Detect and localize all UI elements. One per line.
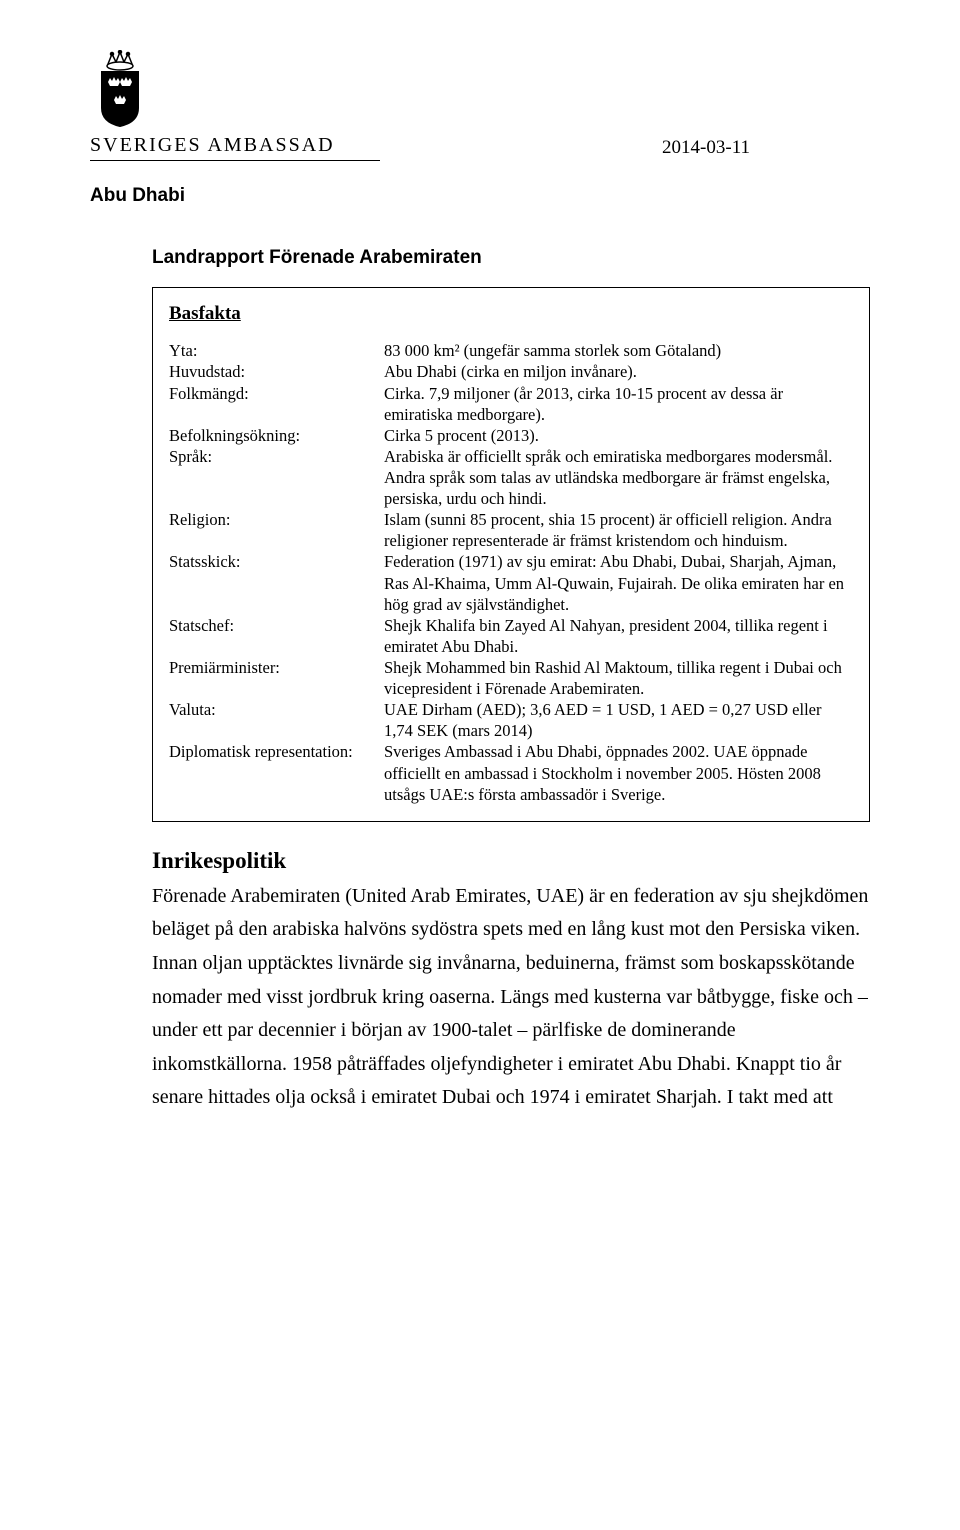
fact-label: Huvudstad: (169, 361, 384, 382)
fact-box: Basfakta Yta:83 000 km² (ungefär samma s… (152, 287, 870, 822)
fact-label: Statschef: (169, 615, 384, 657)
fact-row: Statschef:Shejk Khalifa bin Zayed Al Nah… (169, 615, 853, 657)
fact-label: Diplomatisk representation: (169, 741, 384, 804)
fact-row: Valuta:UAE Dirham (AED); 3,6 AED = 1 USD… (169, 699, 853, 741)
fact-value: Abu Dhabi (cirka en miljon invånare). (384, 361, 853, 382)
logo-block: SVERIGES AMBASSAD (90, 50, 380, 161)
fact-row: Befolkningsökning:Cirka 5 procent (2013)… (169, 425, 853, 446)
fact-row: Premiärminister:Shejk Mohammed bin Rashi… (169, 657, 853, 699)
section-body: Förenade Arabemiraten (United Arab Emira… (152, 880, 870, 1115)
fact-box-title: Basfakta (169, 302, 853, 326)
location-label: Abu Dhabi (90, 185, 870, 207)
fact-row: Yta:83 000 km² (ungefär samma storlek so… (169, 340, 853, 361)
fact-value: 83 000 km² (ungefär samma storlek som Gö… (384, 340, 853, 361)
fact-label: Folkmängd: (169, 383, 384, 425)
fact-value: Sveriges Ambassad i Abu Dhabi, öppnades … (384, 741, 853, 804)
fact-rows-container: Yta:83 000 km² (ungefär samma storlek so… (169, 340, 853, 804)
fact-value: Federation (1971) av sju emirat: Abu Dha… (384, 551, 853, 614)
fact-value: Islam (sunni 85 procent, shia 15 procent… (384, 509, 853, 551)
fact-label: Språk: (169, 446, 384, 509)
fact-label: Premiärminister: (169, 657, 384, 699)
fact-value: Arabiska är officiellt språk och emirati… (384, 446, 853, 509)
org-name: SVERIGES AMBASSAD (90, 134, 380, 161)
fact-label: Yta: (169, 340, 384, 361)
fact-label: Valuta: (169, 699, 384, 741)
document-page: SVERIGES AMBASSAD 2014-03-11 Abu Dhabi L… (0, 0, 960, 1155)
report-title: Landrapport Förenade Arabemiraten (152, 247, 870, 269)
fact-value: Cirka. 7,9 miljoner (år 2013, cirka 10-1… (384, 383, 853, 425)
fact-value: UAE Dirham (AED); 3,6 AED = 1 USD, 1 AED… (384, 699, 853, 741)
fact-row: Statsskick:Federation (1971) av sju emir… (169, 551, 853, 614)
fact-row: Huvudstad:Abu Dhabi (cirka en miljon inv… (169, 361, 853, 382)
section-title: Inrikespolitik (152, 848, 870, 874)
fact-value: Shejk Mohammed bin Rashid Al Maktoum, ti… (384, 657, 853, 699)
fact-value: Shejk Khalifa bin Zayed Al Nahyan, presi… (384, 615, 853, 657)
fact-row: Folkmängd:Cirka. 7,9 miljoner (år 2013, … (169, 383, 853, 425)
fact-row: Religion:Islam (sunni 85 procent, shia 1… (169, 509, 853, 551)
crest-icon (90, 50, 150, 128)
document-date: 2014-03-11 (662, 137, 750, 159)
fact-row: Språk:Arabiska är officiellt språk och e… (169, 446, 853, 509)
document-header: SVERIGES AMBASSAD 2014-03-11 (90, 50, 870, 161)
fact-row: Diplomatisk representation:Sveriges Amba… (169, 741, 853, 804)
fact-value: Cirka 5 procent (2013). (384, 425, 853, 446)
fact-label: Befolkningsökning: (169, 425, 384, 446)
fact-label: Religion: (169, 509, 384, 551)
fact-label: Statsskick: (169, 551, 384, 614)
